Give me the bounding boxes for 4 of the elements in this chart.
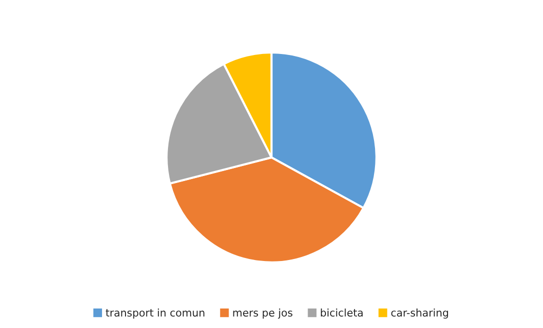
legend-label: car-sharing [391, 308, 448, 319]
legend-label: bicicleta [320, 308, 363, 317]
legend-label: transport in comun [106, 308, 204, 319]
legend-label: mers pe jos [233, 308, 292, 319]
